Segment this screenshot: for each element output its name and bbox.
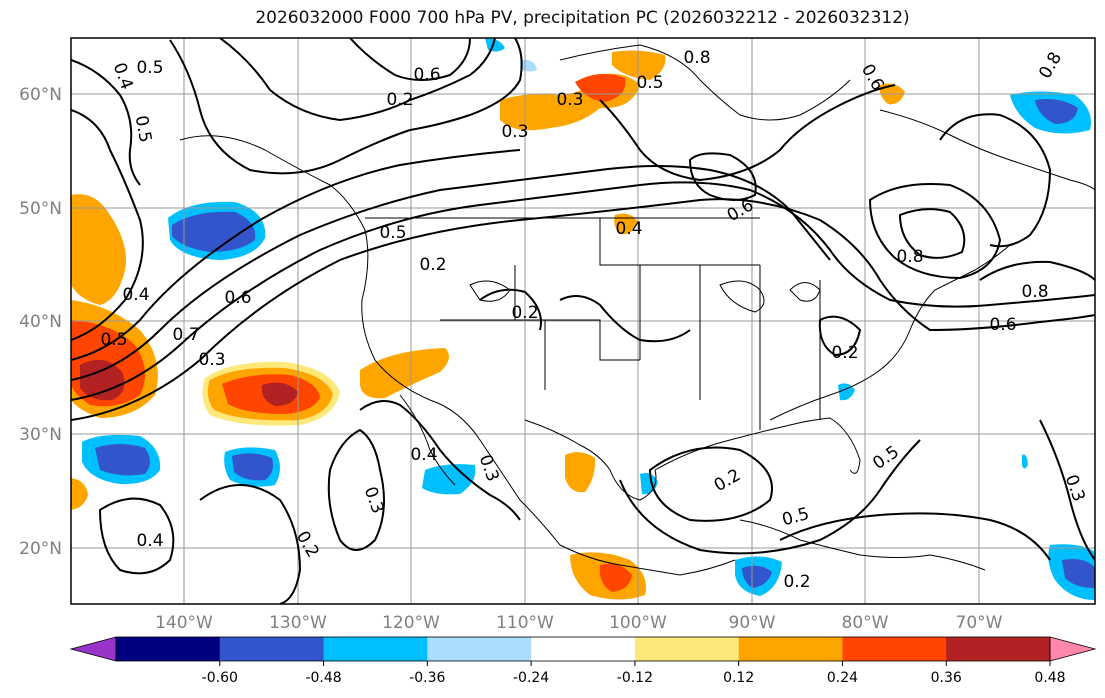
contour-label: 0.2	[419, 255, 446, 275]
lat-label: 60°N	[19, 85, 62, 105]
lon-label: 70°W	[956, 613, 1003, 633]
precip-blob	[71, 194, 126, 305]
contour-label: 0.2	[783, 572, 810, 592]
colorbar-tick-label: -0.24	[513, 670, 549, 686]
contour-label: 0.5	[131, 114, 155, 144]
colorbar-tick-label: -0.60	[202, 670, 238, 686]
longitude-labels: 140°W 130°W 120°W 110°W 100°W 90°W 80°W …	[155, 613, 1003, 633]
colorbar-segment	[427, 637, 532, 661]
precip-blob	[612, 50, 666, 80]
contour-label: 0.3	[556, 90, 583, 110]
lon-label: 100°W	[609, 613, 667, 633]
contour-label: 0.6	[413, 65, 440, 85]
lat-label: 40°N	[19, 312, 62, 332]
precip-blob	[838, 383, 855, 401]
precip-blob	[485, 38, 505, 52]
precip-blob	[172, 211, 256, 252]
precip-blob	[422, 464, 476, 495]
lat-label: 50°N	[19, 199, 62, 219]
lon-label: 80°W	[842, 613, 889, 633]
lat-label: 20°N	[19, 539, 62, 559]
colorbar-tick-label: 0.48	[1034, 670, 1065, 686]
contour-label: 0.5	[136, 58, 163, 78]
lon-label: 140°W	[155, 613, 213, 633]
contour-label: 0.3	[501, 122, 528, 142]
colorbar-border	[115, 636, 1051, 662]
graticule	[71, 38, 1095, 604]
contour-label: 0.4	[615, 219, 642, 239]
colorbar-segment	[634, 637, 740, 661]
contour-label: 0.8	[896, 247, 923, 267]
lon-label: 120°W	[382, 613, 440, 633]
colorbar: -0.60 -0.48 -0.36 -0.24 -0.12 0.12 0.24 0.36 0.4…	[69, 636, 1097, 686]
colorbar-segment	[738, 637, 843, 661]
lon-label: 110°W	[496, 613, 554, 633]
contour-label: 0.5	[379, 223, 406, 243]
map-frame	[70, 37, 1096, 605]
contour-label: 0.4	[122, 285, 149, 305]
colorbar-segment	[946, 637, 1051, 661]
precip-blob	[614, 213, 638, 235]
contour-label: 0.6	[224, 288, 251, 308]
contour-label: 0.8	[1021, 282, 1048, 302]
contour-label: 0.3	[198, 350, 225, 370]
precip-blob	[1062, 559, 1095, 588]
colorbar-extend-low	[69, 636, 117, 662]
precip-blob	[261, 382, 298, 406]
colorbar-tick-label: -0.12	[617, 670, 653, 686]
latitude-labels: 60°N 50°N 40°N 30°N 20°N	[19, 85, 62, 559]
colorbar-extend-high	[1049, 636, 1097, 662]
precip-blob	[520, 59, 537, 72]
colorbar-tick-label: -0.36	[409, 670, 445, 686]
precip-blob	[80, 359, 125, 401]
contour-label: 0.2	[831, 343, 858, 363]
lon-label: 90°W	[729, 613, 776, 633]
precip-blob	[360, 348, 449, 399]
colorbar-segment	[531, 637, 636, 661]
contour-label: 0.4	[410, 445, 437, 465]
precip-blob	[232, 453, 274, 481]
precip-blob	[565, 452, 596, 493]
precip-blob	[1035, 99, 1078, 124]
contour-label: 0.5	[100, 330, 127, 350]
precip-blob	[742, 565, 772, 588]
contour-label: 0.2	[386, 90, 413, 110]
precip-blob	[599, 563, 632, 592]
contour-label: 0.5	[636, 73, 663, 93]
lat-label: 30°N	[19, 425, 62, 445]
colorbar-tick-label: 0.24	[827, 670, 858, 686]
contour-label: 0.8	[683, 48, 710, 68]
colorbar-segment	[842, 637, 947, 661]
contour-label: 0.4	[136, 531, 163, 551]
colorbar-segment	[323, 637, 428, 661]
contour-label: 0.7	[172, 325, 199, 345]
precip-blob	[575, 73, 626, 102]
colorbar-tick-label: 0.12	[723, 670, 754, 686]
colorbar-segment	[116, 637, 221, 661]
colorbar-segment	[219, 637, 325, 661]
colorbar-tick-label: 0.36	[931, 670, 962, 686]
precip-shading	[71, 38, 1095, 600]
contour-label: 0.6	[989, 315, 1016, 335]
map-title: 2026032000 F000 700 hPa PV, precipitatio…	[255, 8, 910, 28]
precip-blob	[71, 478, 88, 510]
precip-blob	[95, 444, 150, 476]
colorbar-tick-label: -0.48	[305, 670, 341, 686]
lon-label: 130°W	[269, 613, 327, 633]
pv-contours	[71, 38, 1095, 604]
contour-label: 0.2	[511, 303, 538, 323]
precip-blob	[1022, 454, 1028, 469]
